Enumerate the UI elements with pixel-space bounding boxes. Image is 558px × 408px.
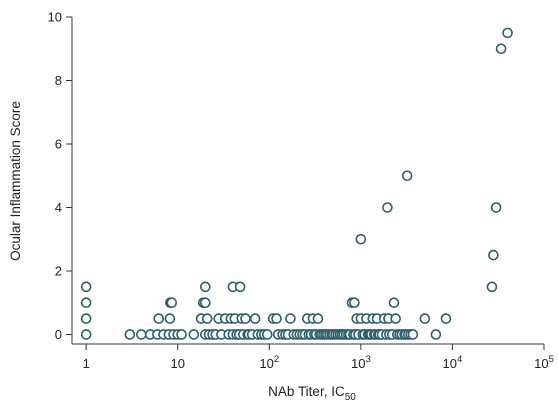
y-tick-label: 0 [55, 327, 62, 342]
data-point [495, 43, 507, 55]
data-point [124, 329, 136, 340]
data-point [390, 313, 401, 324]
data-point [419, 313, 431, 324]
data-points [80, 27, 513, 340]
data-point [285, 313, 296, 324]
data-point [200, 297, 211, 309]
data-point [486, 281, 498, 293]
data-point [240, 313, 251, 324]
x-tick-label: 10 [171, 356, 185, 371]
data-point [388, 297, 400, 309]
y-tick-label: 8 [55, 73, 62, 88]
data-point [355, 233, 367, 245]
x-tick-label: 1 [83, 356, 90, 371]
y-axis-title: Ocular Inflammation Score [8, 101, 23, 261]
axes [71, 17, 544, 345]
data-point [201, 313, 213, 324]
x-axis-title-subscript: 50 [345, 392, 357, 403]
data-point [382, 202, 393, 213]
data-point [490, 202, 502, 213]
y-ticks: 0 2 4 6 8 10 [48, 10, 72, 342]
x-tick-label: 103 [351, 354, 371, 371]
data-point [401, 170, 413, 182]
x-ticks: 1 10 102 103 104 105 [83, 344, 554, 371]
data-point [80, 297, 92, 309]
data-point [176, 329, 187, 340]
data-point [249, 313, 261, 324]
data-point [234, 281, 246, 293]
data-point [80, 281, 92, 293]
data-point [80, 329, 92, 340]
data-point [488, 249, 499, 261]
x-axis-title: NAb Titer, IC50 [268, 384, 356, 403]
data-point [80, 313, 92, 324]
data-point [271, 313, 282, 324]
data-point [136, 329, 147, 340]
y-tick-label: 4 [55, 200, 62, 215]
data-point [153, 313, 165, 324]
y-tick-label: 2 [55, 263, 62, 278]
data-point [200, 281, 211, 293]
data-point [349, 297, 360, 309]
y-tick-label: 6 [55, 136, 62, 151]
x-axis-title-main: NAb Titer, IC [268, 384, 345, 399]
data-point [440, 313, 452, 324]
data-point [407, 329, 419, 340]
data-point [164, 313, 176, 324]
x-tick-label: 102 [259, 354, 279, 371]
data-point [188, 329, 200, 340]
data-point [166, 297, 178, 309]
y-tick-label: 10 [48, 10, 62, 25]
data-point [261, 329, 273, 340]
x-tick-label: 104 [443, 354, 463, 371]
data-point [312, 313, 324, 324]
data-point [430, 329, 442, 340]
data-point [502, 27, 513, 39]
x-tick-label: 105 [534, 354, 554, 371]
